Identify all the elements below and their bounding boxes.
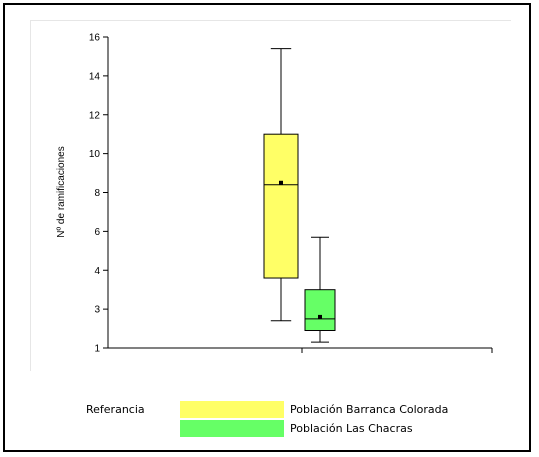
y-tick-label: 4 (94, 266, 100, 277)
mean-marker (279, 180, 283, 185)
y-tick-label: 16 (89, 33, 101, 44)
y-tick-label: 12 (89, 110, 101, 121)
y-tick-label: 14 (89, 71, 101, 82)
box-iqr (263, 133, 299, 279)
y-tick-label: 6 (94, 227, 100, 238)
y-tick-label: 8 (94, 188, 100, 199)
box-iqr (304, 289, 336, 332)
mean-marker (318, 314, 322, 319)
plot-area-border (30, 20, 511, 371)
y-tick-label: 10 (89, 149, 101, 160)
y-tick-label: 3 (94, 305, 100, 316)
y-tick-label: 1 (94, 344, 100, 355)
y-axis-title: Nº de ramificaciones (56, 146, 67, 237)
